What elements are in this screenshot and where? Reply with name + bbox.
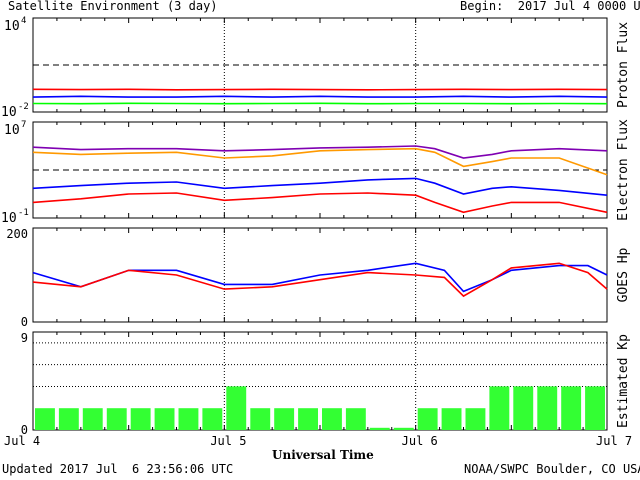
- y-axis-label: Estimated Kp: [616, 334, 631, 428]
- kp-bar: [274, 408, 295, 430]
- y-tick-label-bottom: 10: [1, 105, 17, 120]
- kp-bar: [369, 427, 390, 430]
- kp-bar: [417, 408, 438, 430]
- x-tick-label: Jul 7: [596, 434, 632, 448]
- y-tick-label-top: 10: [4, 19, 20, 34]
- y-tick-label-top: 200: [6, 227, 28, 241]
- y-tick-label-bottom: 0: [21, 423, 28, 437]
- x-tick-label: Jul 6: [402, 434, 438, 448]
- y-axis-label: Electron Flux: [616, 119, 631, 221]
- y-tick-label-bottom: 10: [1, 211, 17, 226]
- kp-bar: [393, 427, 414, 430]
- kp-bar: [489, 386, 510, 430]
- source-credit: NOAA/SWPC Boulder, CO USA: [464, 462, 640, 476]
- x-tick-label: Jul 5: [210, 434, 246, 448]
- y-tick-exp-top: 4: [21, 16, 26, 26]
- series-orange-line: [32, 147, 608, 176]
- y-tick-exp-bottom: -2: [18, 102, 29, 112]
- kp-bar: [345, 408, 366, 430]
- series-purple-line: [32, 145, 608, 159]
- updated-time: Updated 2017 Jul 6 23:56:06 UTC: [2, 462, 234, 476]
- begin-time: Begin: 2017 Jul 4 0000 UTC: [460, 0, 640, 13]
- series-red-line: [32, 192, 608, 214]
- kp-bar: [130, 408, 151, 430]
- series-red-line: [32, 262, 608, 298]
- x-axis-label: Universal Time: [272, 448, 374, 462]
- kp-bar: [465, 408, 486, 430]
- series-red-line: [32, 88, 608, 91]
- chart-title: Satellite Environment (3 day): [8, 0, 218, 13]
- y-tick-label-bottom: 0: [21, 315, 28, 329]
- x-tick-label: Jul 4: [4, 434, 40, 448]
- y-tick-label-top: 9: [21, 331, 28, 345]
- series-blue-line: [32, 262, 608, 293]
- kp-bar: [58, 408, 79, 430]
- kp-bar: [35, 408, 55, 430]
- y-tick-label-top: 10: [4, 123, 20, 138]
- kp-bar: [322, 408, 342, 430]
- kp-bar: [202, 408, 223, 430]
- kp-bar: [561, 386, 582, 430]
- kp-bar: [585, 386, 605, 430]
- kp-bar: [250, 408, 271, 430]
- y-tick-exp-top: 7: [21, 120, 26, 130]
- kp-bar: [537, 386, 558, 430]
- y-axis-label: Proton Flux: [616, 22, 631, 108]
- y-tick-exp-bottom: -1: [18, 208, 29, 218]
- y-axis-label: GOES Hp: [616, 247, 631, 302]
- kp-bar: [298, 408, 318, 430]
- series-blue-line: [32, 95, 608, 98]
- panel-1-frame: [32, 17, 608, 113]
- kp-bar: [178, 408, 199, 430]
- kp-bar: [226, 386, 247, 430]
- kp-bar: [82, 408, 103, 430]
- panel-2-frame: [32, 121, 608, 219]
- series-blue-line: [32, 177, 608, 196]
- kp-bar: [441, 408, 462, 430]
- kp-bar: [513, 386, 534, 430]
- kp-bar: [106, 408, 127, 430]
- kp-bar: [154, 408, 175, 430]
